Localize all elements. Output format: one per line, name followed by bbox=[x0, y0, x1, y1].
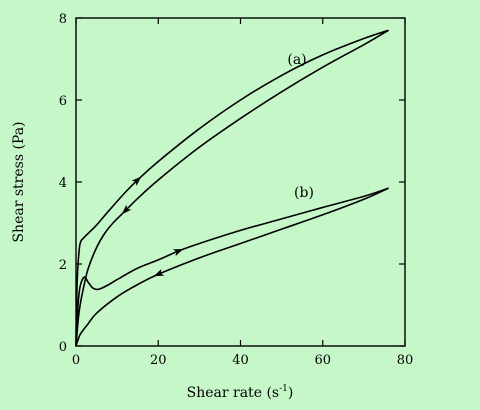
direction-arrow-4 bbox=[153, 268, 165, 277]
x-tick-label: 80 bbox=[397, 353, 414, 368]
x-axis-title-text: Shear rate bbox=[187, 385, 262, 401]
y-tick-label: 2 bbox=[59, 258, 67, 273]
y-tick-label: 8 bbox=[59, 12, 67, 27]
x-tick-label: 40 bbox=[232, 353, 249, 368]
x-tick-label: 60 bbox=[314, 353, 331, 368]
x-axis-unit-close: ) bbox=[288, 385, 293, 401]
y-tick-label: 0 bbox=[59, 340, 67, 355]
series-line-a-up bbox=[75, 29, 389, 347]
series-line-b-up bbox=[75, 187, 389, 347]
direction-arrow-1 bbox=[131, 176, 142, 186]
series-line-b-down bbox=[75, 187, 389, 347]
x-axis-unit-exponent: -1 bbox=[279, 384, 288, 394]
plot-frame bbox=[75, 17, 406, 347]
curves-group bbox=[75, 29, 389, 347]
x-axis-title: Shear rate (s-1) bbox=[187, 384, 294, 401]
y-tick-label: 6 bbox=[59, 94, 67, 109]
arrows-group bbox=[121, 176, 184, 277]
y-tick-label: 4 bbox=[59, 176, 67, 191]
ticks-group: 0 20 40 60 80 0 2 4 6 8 bbox=[59, 12, 414, 368]
y-axis-title: Shear stress (Pa) bbox=[11, 121, 27, 242]
x-tick-label: 0 bbox=[72, 353, 80, 368]
x-axis-unit: (s bbox=[266, 385, 279, 401]
direction-arrow-2 bbox=[121, 204, 132, 215]
direction-arrow-3 bbox=[172, 249, 184, 257]
x-tick-label: 20 bbox=[150, 353, 167, 368]
series-line-a-down bbox=[75, 29, 389, 347]
curve-label-b: (b) bbox=[294, 185, 314, 201]
curve-label-a: (a) bbox=[287, 52, 306, 68]
